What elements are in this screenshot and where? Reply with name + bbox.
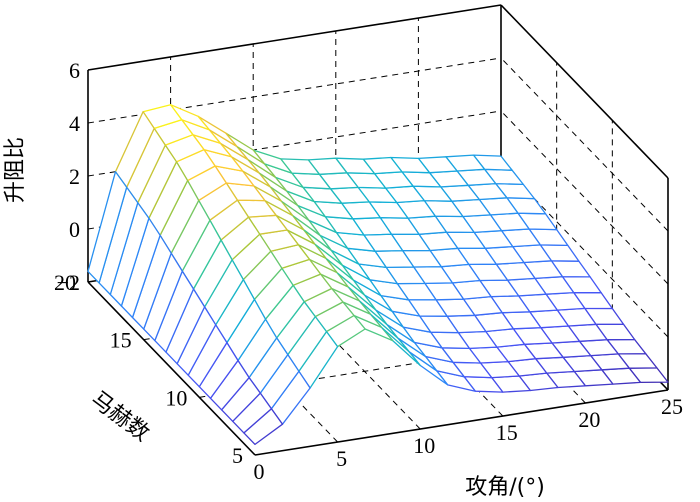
y-tick-label: 20 [54,270,76,295]
x-tick-label: 0 [254,459,265,484]
grid-line [500,110,669,285]
grid-line [500,57,669,232]
y-axis-label: 马赫数 [86,387,154,447]
x-tick-label: 5 [336,446,347,471]
z-tick-label: 0 [69,217,80,242]
box-edge [87,4,502,71]
y-tick-label: 10 [165,385,187,410]
z-tick-label: 4 [69,111,80,136]
x-tick-label: 25 [661,394,683,419]
y-tick-label: 5 [232,443,243,468]
surface-cell [87,171,128,284]
z-tick-label: 2 [69,164,80,189]
axes-front-edges [87,281,669,456]
y-axis-line [87,281,256,456]
y-tick-label: 15 [110,328,132,353]
x-tick-label: 15 [496,420,518,445]
box-edge [500,4,669,179]
z-tick-label: −2 [57,270,80,295]
x-tick-label: 10 [413,433,435,458]
z-tick-label: 6 [69,58,80,83]
x-tick-label: 20 [578,407,600,432]
x-axis-label: 攻角/(°) [465,475,545,500]
x-axis-line [254,389,669,456]
surface-mesh [87,104,669,446]
z-axis-label: 升阻比 [3,137,28,203]
